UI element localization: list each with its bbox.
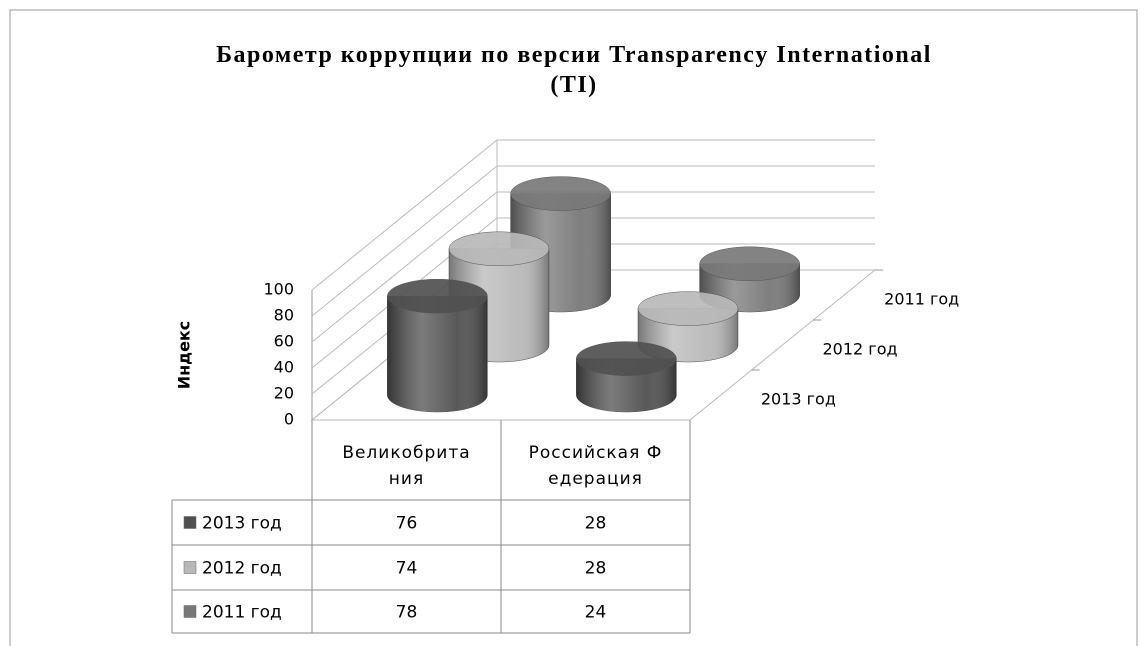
legend-swatch <box>183 561 197 574</box>
chart-title: Барометр коррупции по версии Transparenc… <box>216 42 932 98</box>
y-tick-label: 40 <box>274 358 294 377</box>
legend-swatch <box>183 516 197 529</box>
table-value: 24 <box>585 603 607 623</box>
table-value: 74 <box>396 559 418 579</box>
legend-label: 2013 год <box>202 514 282 534</box>
depth-label: 2012 год <box>823 340 898 359</box>
table-value: 28 <box>585 514 607 534</box>
title-box: Барометр коррупции по версии Transparenc… <box>216 42 932 98</box>
cylinder-top <box>510 176 611 211</box>
grid-line <box>311 191 498 343</box>
table-value: 78 <box>396 603 418 623</box>
legend-swatch <box>183 605 197 618</box>
y-tick-label: 100 <box>263 280 294 299</box>
depth-label: 2013 год <box>761 390 836 409</box>
category-cell: Великобритания <box>342 443 471 489</box>
y-axis-title: Индекс <box>175 321 194 390</box>
y-tick-label: 80 <box>274 306 294 325</box>
y-tick-label: 60 <box>274 332 294 351</box>
chart-border <box>9 9 1138 646</box>
cylinder-top <box>637 291 739 326</box>
cylinder-shade <box>387 296 488 412</box>
y-tick-label: 20 <box>274 384 294 403</box>
cylinder-top <box>448 231 550 267</box>
cylinder-top <box>576 341 677 376</box>
legend-label: 2012 год <box>202 559 282 579</box>
grid-line <box>311 139 498 291</box>
cylinder-top <box>387 278 488 314</box>
category-cell: Российская Федерация <box>528 443 663 489</box>
cylinder-top <box>699 246 800 282</box>
x-tick-label: Российская Федерация <box>528 443 663 489</box>
depth-label: 2011 год <box>884 290 959 309</box>
table-value: 76 <box>396 514 418 534</box>
x-tick-label: Великобритания <box>342 443 471 489</box>
grid-line <box>311 165 498 317</box>
legend-label: 2011 год <box>202 603 282 623</box>
y-tick-label: 0 <box>284 410 294 429</box>
table-value: 28 <box>585 559 607 579</box>
